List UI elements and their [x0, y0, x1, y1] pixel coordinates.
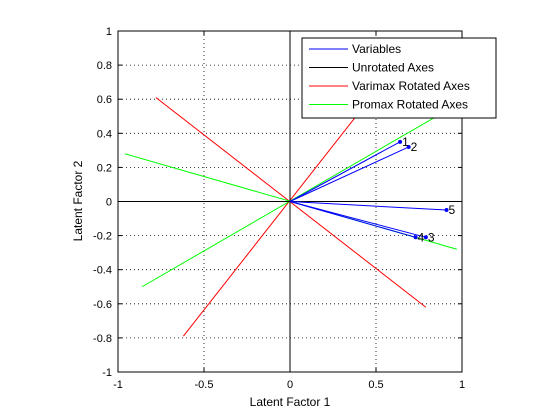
x-tick-label: 0 [287, 379, 293, 391]
x-axis-label: Latent Factor 1 [250, 395, 331, 409]
y-axis-label: Latent Factor 2 [71, 160, 85, 241]
y-tick-label: -0.8 [93, 333, 112, 345]
variable-point-5 [444, 208, 449, 213]
y-tick-label: -0.2 [93, 231, 112, 243]
variable-label-5: 5 [449, 203, 456, 217]
y-tick-label: 0 [106, 197, 112, 209]
legend-box [301, 37, 497, 119]
x-tick-label: -0.5 [195, 379, 214, 391]
y-tick-label: 0.4 [97, 128, 112, 140]
y-tick-label: 1 [106, 26, 112, 38]
y-tick-label: -0.6 [93, 299, 112, 311]
y-tick-label: 0.2 [97, 162, 112, 174]
variable-point-2 [406, 144, 411, 149]
tick-marks [117, 30, 463, 373]
variable-point-1 [398, 139, 403, 144]
x-tick-label: 0.5 [368, 379, 383, 391]
variable-vector-2 [289, 146, 409, 202]
x-tick-label: -1 [113, 379, 123, 391]
variable-point-3 [423, 235, 428, 240]
legend-entry: Promax Rotated Axes [352, 98, 468, 112]
variable-label-4: 4 [418, 230, 425, 244]
varimax-rotated-axes-line [155, 97, 427, 308]
y-tick-label: -0.4 [93, 265, 112, 277]
variable-vector-5 [289, 201, 447, 211]
legend: Variables Unrotated Axes Varimax Rotated A… [301, 37, 497, 119]
variable-label-2: 2 [411, 140, 418, 154]
tick-labels: -1 -0.5 0 0.5 1 -1 -0.8 -0.6 -0.4 -0.2 0 0.2 0.4 0.6 0… [93, 26, 465, 391]
legend-entry: Variables [352, 42, 401, 56]
y-tick-label: 0.8 [97, 60, 112, 72]
legend-entry: Unrotated Axes [352, 61, 434, 75]
variable-label-1: 1 [402, 135, 409, 149]
variable-point-4 [413, 235, 418, 240]
legend-entry: Varimax Rotated Axes [352, 79, 470, 93]
y-tick-label: 0.6 [97, 94, 112, 106]
variable-label-3: 3 [428, 230, 435, 244]
variable-vector-4 [289, 201, 416, 238]
y-tick-label: -1 [102, 367, 112, 379]
variable-vector-1 [289, 141, 401, 202]
x-tick-label: 1 [459, 379, 465, 391]
